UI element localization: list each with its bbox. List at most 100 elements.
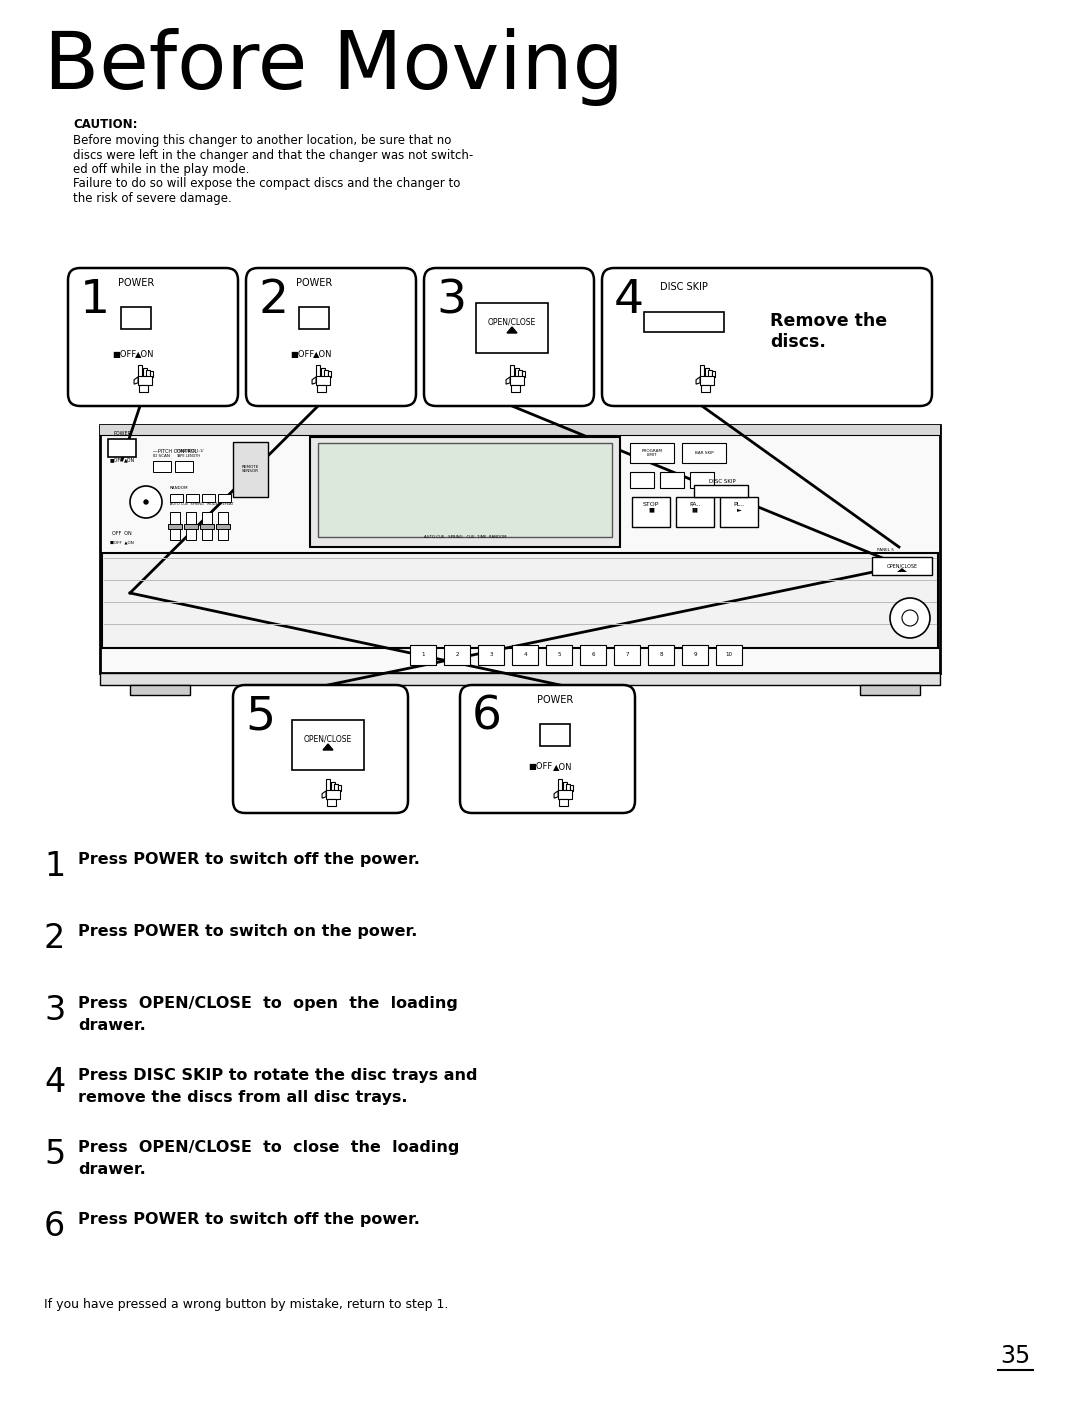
Bar: [326, 779, 330, 791]
Text: CAUTION:: CAUTION:: [73, 118, 137, 131]
Bar: [644, 312, 724, 332]
Bar: [121, 307, 151, 329]
Bar: [299, 307, 329, 329]
Bar: [716, 644, 742, 666]
Bar: [326, 791, 340, 799]
Text: 5: 5: [44, 1138, 65, 1171]
Text: OPEN/CLOSE: OPEN/CLOSE: [488, 318, 536, 326]
Bar: [510, 376, 524, 386]
Polygon shape: [897, 568, 907, 573]
Bar: [540, 725, 570, 746]
Text: ID SCAN: ID SCAN: [153, 454, 170, 459]
Bar: [690, 471, 714, 488]
Text: Press  OPEN/CLOSE  to  open  the  loading: Press OPEN/CLOSE to open the loading: [78, 996, 458, 1012]
Bar: [563, 782, 567, 791]
Text: 6: 6: [472, 695, 502, 740]
Bar: [175, 461, 193, 471]
Bar: [200, 523, 214, 529]
Text: STOP
■: STOP ■: [643, 502, 659, 512]
Bar: [510, 364, 514, 377]
Text: DISC SKIP: DISC SKIP: [708, 478, 735, 484]
Text: 4: 4: [523, 653, 527, 657]
Text: 1: 1: [80, 279, 110, 324]
Bar: [559, 799, 568, 806]
Text: ■OFF: ■OFF: [110, 457, 124, 461]
Text: 3: 3: [44, 993, 65, 1027]
Bar: [701, 386, 711, 391]
Bar: [630, 471, 654, 488]
Bar: [660, 471, 684, 488]
Polygon shape: [696, 377, 700, 384]
Bar: [632, 497, 670, 528]
Text: 2: 2: [258, 279, 288, 324]
Bar: [558, 791, 572, 799]
Text: OFF  ON: OFF ON: [112, 530, 132, 536]
Bar: [292, 720, 364, 770]
Text: 1: 1: [44, 850, 65, 884]
Bar: [705, 369, 708, 377]
Bar: [681, 443, 726, 463]
Text: 4: 4: [615, 279, 644, 324]
Bar: [102, 553, 939, 649]
Text: 6: 6: [591, 653, 595, 657]
Bar: [515, 369, 518, 377]
Bar: [170, 494, 183, 502]
Text: 6: 6: [44, 1210, 65, 1242]
FancyBboxPatch shape: [460, 685, 635, 813]
Text: ▲ON: ▲ON: [313, 349, 333, 359]
Bar: [233, 442, 268, 497]
Text: 9: 9: [693, 653, 697, 657]
FancyBboxPatch shape: [68, 267, 238, 407]
Bar: [202, 512, 212, 540]
Text: PA..
▮▮: PA.. ▮▮: [689, 502, 701, 512]
Text: 2: 2: [456, 653, 459, 657]
Text: POWER: POWER: [296, 279, 333, 288]
FancyBboxPatch shape: [602, 267, 932, 407]
Bar: [318, 386, 326, 391]
Text: the risk of severe damage.: the risk of severe damage.: [73, 191, 232, 205]
Text: —PITCH CONTROL: —PITCH CONTROL: [153, 449, 198, 454]
Text: Press  OPEN/CLOSE  to  close  the  loading: Press OPEN/CLOSE to close the loading: [78, 1140, 459, 1155]
Bar: [216, 523, 230, 529]
Bar: [316, 364, 320, 377]
Polygon shape: [554, 791, 558, 798]
FancyBboxPatch shape: [233, 685, 408, 813]
Bar: [512, 644, 538, 666]
Text: Press POWER to switch off the power.: Press POWER to switch off the power.: [78, 853, 420, 867]
Text: Press POWER to switch on the power.: Press POWER to switch on the power.: [78, 924, 417, 938]
Text: Press POWER to switch off the power.: Press POWER to switch off the power.: [78, 1211, 420, 1227]
Bar: [478, 644, 504, 666]
Bar: [130, 685, 190, 695]
Text: 2: 2: [44, 922, 66, 955]
Bar: [558, 779, 562, 791]
Bar: [444, 644, 470, 666]
Text: 35: 35: [1000, 1344, 1030, 1368]
Bar: [566, 784, 570, 792]
Text: REMOTE
SENSOR: REMOTE SENSOR: [241, 464, 259, 473]
Text: DISC SKIP: DISC SKIP: [660, 281, 707, 293]
Text: POWER: POWER: [537, 695, 573, 705]
Bar: [681, 644, 708, 666]
Bar: [324, 370, 327, 377]
Bar: [546, 644, 572, 666]
FancyBboxPatch shape: [246, 267, 416, 407]
Text: 10: 10: [726, 653, 732, 657]
Bar: [168, 523, 183, 529]
Text: ed off while in the play mode.: ed off while in the play mode.: [73, 163, 249, 176]
Text: Remove the
discs.: Remove the discs.: [770, 312, 887, 350]
Bar: [138, 364, 141, 377]
Text: ■OFF: ■OFF: [291, 349, 314, 359]
Text: AUTO CUE   SPRING   CUE  TIME  RANDOM: AUTO CUE SPRING CUE TIME RANDOM: [423, 535, 507, 539]
Bar: [335, 784, 338, 792]
Bar: [860, 685, 920, 695]
Bar: [327, 799, 336, 806]
Text: drawer.: drawer.: [78, 1162, 146, 1178]
Bar: [569, 785, 572, 792]
Text: Before Moving: Before Moving: [44, 28, 624, 106]
Bar: [720, 497, 758, 528]
Bar: [476, 303, 548, 353]
Text: BAR SKIP: BAR SKIP: [694, 452, 714, 454]
Bar: [321, 369, 325, 377]
Bar: [615, 644, 640, 666]
Bar: [108, 439, 136, 457]
